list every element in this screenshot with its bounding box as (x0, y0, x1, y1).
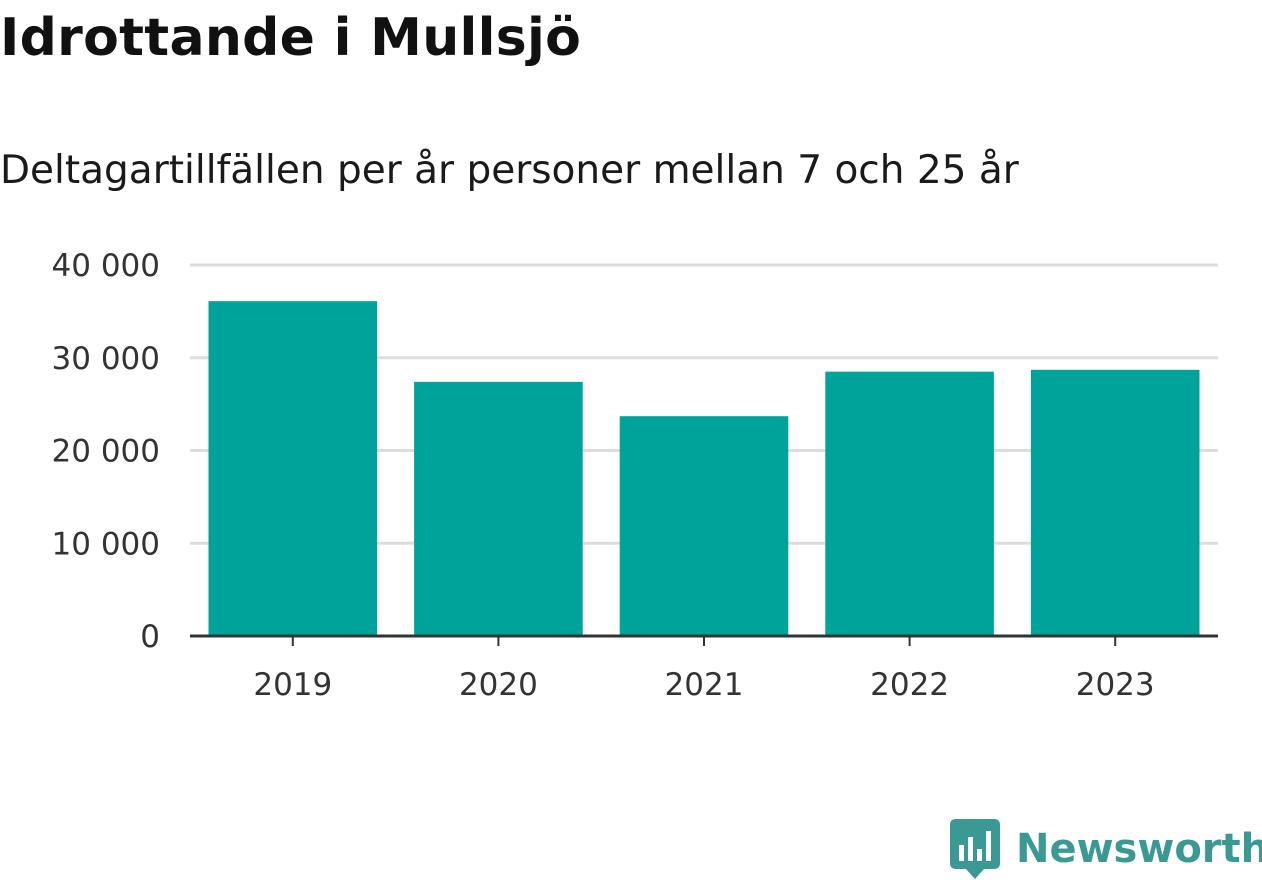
y-tick-label: 40 000 (52, 248, 160, 284)
newsworthy-bar-chart-icon (950, 819, 1000, 879)
y-tick-labels: 0 10 000 20 000 30 000 40 000 (52, 248, 160, 655)
y-tick-label: 20 000 (52, 434, 160, 470)
y-tick-label: 0 (140, 619, 160, 655)
bar-2019[interactable] (208, 301, 378, 636)
x-tick-label: 2020 (459, 667, 538, 703)
x-tick-label: 2022 (870, 667, 949, 703)
x-tick-label: 2019 (253, 667, 332, 703)
bar-2021[interactable] (619, 416, 789, 636)
bar-2022[interactable] (825, 371, 994, 636)
brand-name: Newsworthy (1016, 826, 1262, 872)
y-tick-label: 10 000 (52, 526, 160, 562)
newsworthy-logo[interactable]: Newsworthy (950, 818, 1262, 880)
bars (208, 301, 1200, 636)
chart-title: Idrottande i Mullsjö (0, 8, 582, 68)
x-axis: 2019 2020 2021 2022 2023 (190, 634, 1218, 703)
x-tick-label: 2021 (665, 667, 744, 703)
x-tick-label: 2023 (1076, 667, 1155, 703)
chart-subtitle: Deltagartillfällen per år personer mella… (0, 148, 1019, 193)
y-tick-label: 30 000 (52, 341, 160, 377)
bar-2023[interactable] (1030, 369, 1200, 636)
bar-2020[interactable] (414, 381, 583, 636)
